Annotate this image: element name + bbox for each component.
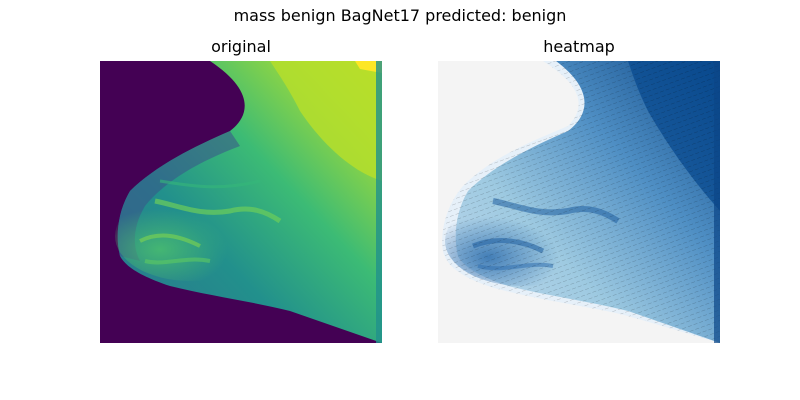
original-image (100, 61, 382, 343)
figure-title: mass benign BagNet17 predicted: benign (233, 6, 567, 25)
original-bright-edge (355, 61, 382, 73)
original-streak (139, 233, 201, 248)
original-streak (159, 179, 261, 189)
heatmap-hatch-overlay (442, 61, 720, 343)
heatmap-right-strip (714, 61, 720, 343)
original-dense-region (115, 191, 265, 281)
heatmap-image (438, 61, 720, 343)
heatmap-image-graphic (438, 61, 720, 343)
original-streak (154, 198, 282, 224)
original-panel-title: original (211, 37, 271, 56)
original-streak (144, 257, 211, 265)
heatmap-panel-title: heatmap (543, 37, 615, 56)
original-bright-area (270, 61, 382, 181)
original-image-graphic (100, 61, 382, 343)
original-right-strip (376, 61, 382, 343)
